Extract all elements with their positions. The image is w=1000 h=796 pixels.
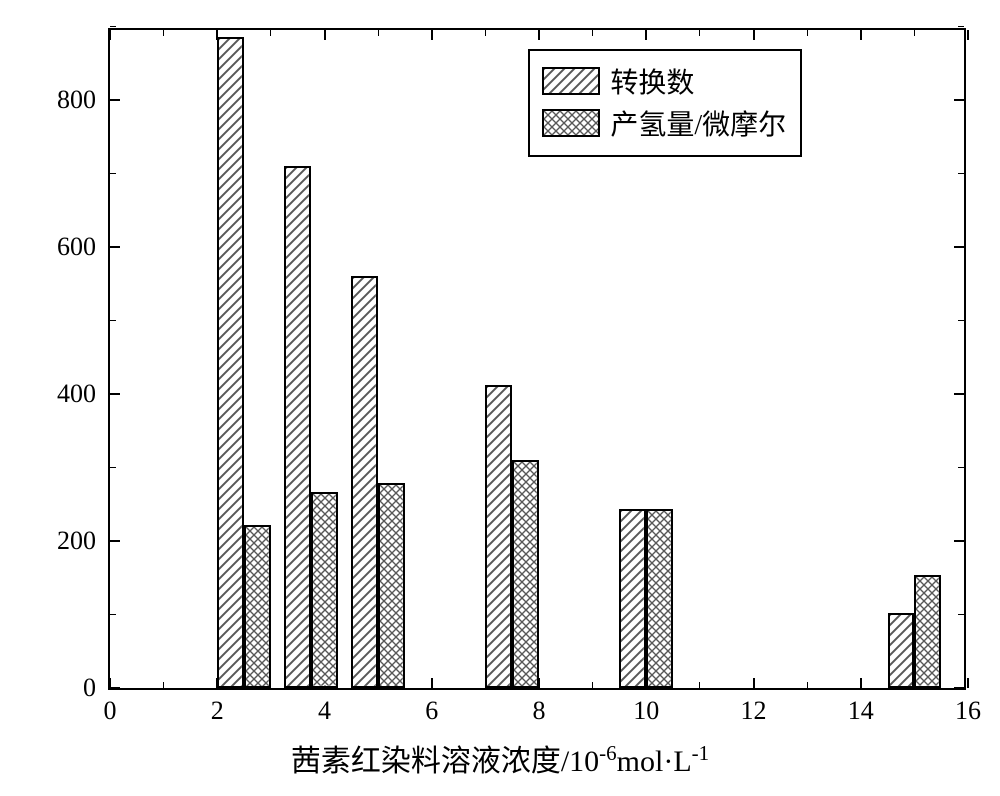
y-tick-mirror: [958, 467, 964, 468]
legend-label: 转换数: [610, 61, 694, 101]
x-tick-major: [860, 678, 862, 688]
legend-swatch: [542, 67, 600, 95]
x-tick-mirror: [485, 30, 486, 36]
x-tick-mirror: [645, 30, 647, 40]
y-tick-label: 400: [57, 379, 96, 409]
x-tick-mirror: [324, 30, 326, 40]
y-tick-major: [110, 540, 120, 542]
y-tick-mirror: [954, 246, 964, 248]
x-tick-label: 10: [633, 696, 659, 726]
y-tick-major: [110, 246, 120, 248]
y-tick-mirror: [954, 540, 964, 542]
bar-h2: [646, 509, 673, 688]
y-tick-minor: [110, 26, 116, 27]
x-tick-mirror: [914, 30, 915, 36]
x-tick-minor: [163, 682, 164, 688]
legend-label: 产氢量/微摩尔: [610, 103, 786, 143]
x-tick-minor: [699, 682, 700, 688]
y-tick-mirror: [954, 99, 964, 101]
bar-h2: [311, 492, 338, 688]
y-tick-mirror: [954, 393, 964, 395]
x-tick-mirror: [699, 30, 700, 36]
x-tick-label: 6: [425, 696, 438, 726]
y-tick-major: [110, 687, 120, 689]
x-tick-mirror: [592, 30, 593, 36]
bar-h2: [512, 460, 539, 688]
x-tick-mirror: [807, 30, 808, 36]
y-tick-major: [110, 99, 120, 101]
x-tick-minor: [807, 682, 808, 688]
x-tick-mirror: [163, 30, 164, 36]
bar-h2: [244, 525, 271, 688]
y-tick-label: 0: [83, 673, 96, 703]
x-tick-label: 4: [318, 696, 331, 726]
y-tick-major: [110, 393, 120, 395]
x-tick-label: 16: [955, 696, 981, 726]
x-tick-label: 8: [533, 696, 546, 726]
bar-conversion: [217, 37, 244, 688]
bar-conversion: [485, 385, 512, 688]
y-tick-label: 600: [57, 232, 96, 262]
legend-swatch: [542, 109, 600, 137]
x-tick-label: 2: [211, 696, 224, 726]
x-axis-label: 茜素红染料溶液浓度/10-6mol·L-1: [291, 736, 709, 780]
y-tick-minor: [110, 614, 116, 615]
x-tick-label: 14: [848, 696, 874, 726]
y-tick-mirror: [958, 173, 964, 174]
x-tick-label: 12: [741, 696, 767, 726]
y-tick-minor: [110, 320, 116, 321]
bar-conversion: [284, 166, 311, 688]
bar-conversion: [619, 509, 646, 688]
x-tick-mirror: [431, 30, 433, 40]
y-tick-mirror: [958, 614, 964, 615]
y-tick-minor: [110, 173, 116, 174]
x-tick-major: [967, 678, 969, 688]
x-tick-mirror: [753, 30, 755, 40]
legend: 转换数产氢量/微摩尔: [528, 49, 802, 157]
x-tick-mirror: [109, 30, 111, 40]
y-tick-mirror: [958, 26, 964, 27]
x-tick-mirror: [538, 30, 540, 40]
x-tick-major: [753, 678, 755, 688]
bar-h2: [914, 575, 941, 688]
x-tick-mirror: [378, 30, 379, 36]
x-tick-mirror: [967, 30, 969, 40]
x-tick-label: 0: [104, 696, 117, 726]
xlabel-text: 茜素红染料溶液浓度/10-6mol·L-1: [291, 745, 709, 778]
y-tick-mirror: [954, 687, 964, 689]
y-tick-mirror: [958, 320, 964, 321]
y-tick-minor: [110, 467, 116, 468]
bar-conversion: [351, 276, 378, 688]
x-tick-mirror: [860, 30, 862, 40]
bar-conversion: [888, 613, 915, 688]
legend-row: 转换数: [542, 61, 786, 101]
y-tick-label: 800: [57, 85, 96, 115]
x-tick-major: [431, 678, 433, 688]
x-tick-minor: [592, 682, 593, 688]
legend-row: 产氢量/微摩尔: [542, 103, 786, 143]
x-tick-mirror: [270, 30, 271, 36]
bar-h2: [378, 483, 405, 688]
figure: 0 2 4 6 8 10 12 14 16 0 200 400 600 800 茜素红染料溶液浓度/10-…: [0, 0, 1000, 796]
y-tick-label: 200: [57, 526, 96, 556]
